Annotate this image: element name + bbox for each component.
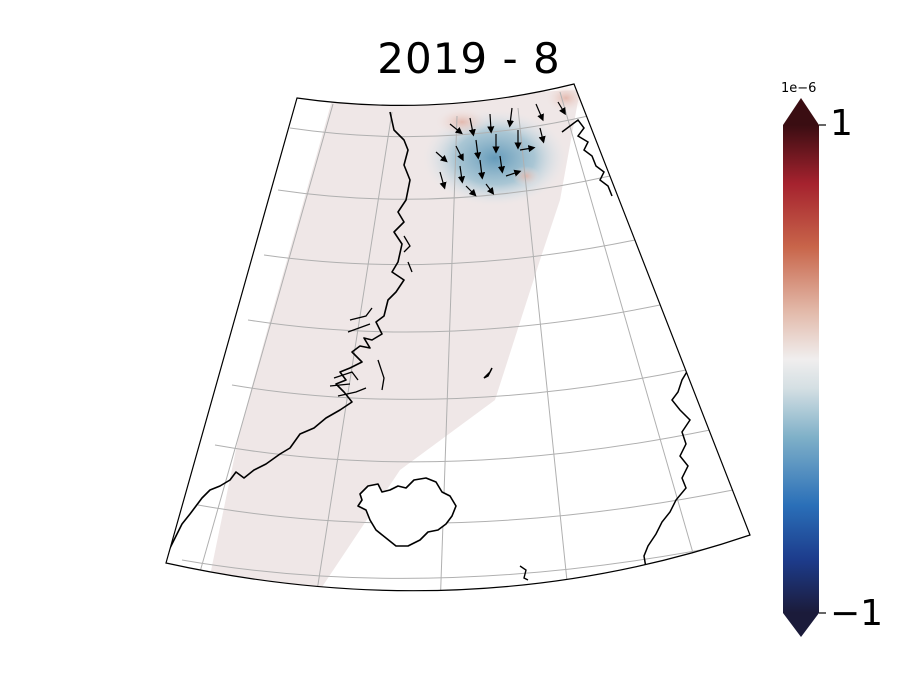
svalbard-coastline [561, 118, 613, 197]
colorbar [783, 98, 826, 637]
data-swath [205, 90, 580, 591]
vector-arrows [435, 101, 566, 197]
greenland-fjords [329, 235, 413, 397]
colorbar-min-label: −1 [830, 593, 884, 634]
positive-anomaly [436, 108, 488, 136]
graticule [181, 91, 750, 591]
positive-anomaly [546, 84, 586, 112]
norway-coastline [643, 369, 691, 569]
map-border [165, 83, 751, 592]
colorbar-body [783, 125, 819, 613]
faroe-islands [519, 565, 529, 581]
jan-mayen-island [483, 367, 493, 379]
map-panel [166, 84, 750, 591]
map-title: 2019 - 8 [377, 34, 561, 83]
iceland-coastline [357, 477, 457, 547]
greenland-coastline [166, 111, 411, 561]
colorbar-exponent-label: 1e−6 [781, 81, 817, 96]
colorbar-max-label: 1 [830, 103, 853, 144]
colorbar-max-extend [783, 98, 819, 125]
colorbar-min-extend [783, 613, 819, 637]
